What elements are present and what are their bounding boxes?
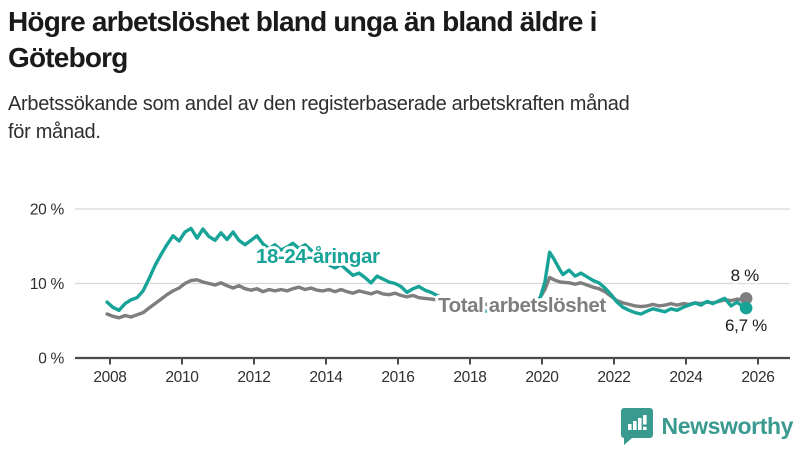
- series-line-unga: [105, 226, 748, 316]
- x-tick-label-2010: 2010: [165, 369, 199, 386]
- x-tick-label-2016: 2016: [381, 369, 414, 386]
- subtitle-line-1: Arbetssökande som andel av den registerb…: [8, 93, 630, 115]
- logo-bar-3: [637, 418, 642, 430]
- series-label-total: Total arbetslöshet: [438, 294, 606, 317]
- chart-header: Högre arbetslöshet bland unga än bland ä…: [8, 4, 794, 146]
- series-line-total: [105, 275, 748, 320]
- title-line-1: Högre arbetslöshet bland unga än bland ä…: [8, 6, 597, 37]
- end-value-label-total: 8 %: [731, 266, 760, 285]
- end-dot-total: [739, 292, 753, 305]
- title-line-2: Göteborg: [8, 42, 128, 73]
- x-tick-label-2020: 2020: [525, 369, 559, 386]
- y-tick-label-20: 20 %: [30, 202, 65, 219]
- logo-bar-2: [632, 421, 637, 430]
- x-tick-label-2022: 2022: [597, 369, 630, 386]
- x-tick-label-2014: 2014: [309, 369, 343, 386]
- end-dot-unga: [739, 301, 753, 315]
- chart-subtitle: Arbetssökande som andel av den registerb…: [8, 90, 794, 146]
- logo-bar-1: [627, 424, 632, 430]
- x-tick-label-2026: 2026: [741, 369, 774, 386]
- speech-bubble-shape: [620, 408, 653, 445]
- newsworthy-logo-icon: [620, 408, 653, 445]
- y-tick-label-10: 10 %: [30, 276, 65, 293]
- x-tick-label-2012: 2012: [237, 369, 270, 386]
- newsworthy-logo-text: Newsworthy: [661, 412, 794, 439]
- y-tick-label-0: 0 %: [38, 351, 64, 368]
- x-tick-label-2024: 2024: [669, 369, 703, 386]
- series-label-unga: 18-24-åringar: [256, 245, 380, 268]
- logo-exclamation-dot: [642, 426, 647, 430]
- end-value-label-unga: 6,7 %: [725, 316, 767, 335]
- subtitle-line-2: för månad.: [8, 121, 101, 143]
- x-tick-label-2008: 2008: [93, 369, 126, 386]
- logo-exclamation-bar: [642, 415, 647, 425]
- x-tick-label-2018: 2018: [453, 369, 486, 386]
- page-title: Högre arbetslöshet bland unga än bland ä…: [8, 4, 794, 76]
- branding-footer: Newsworthy: [620, 407, 793, 445]
